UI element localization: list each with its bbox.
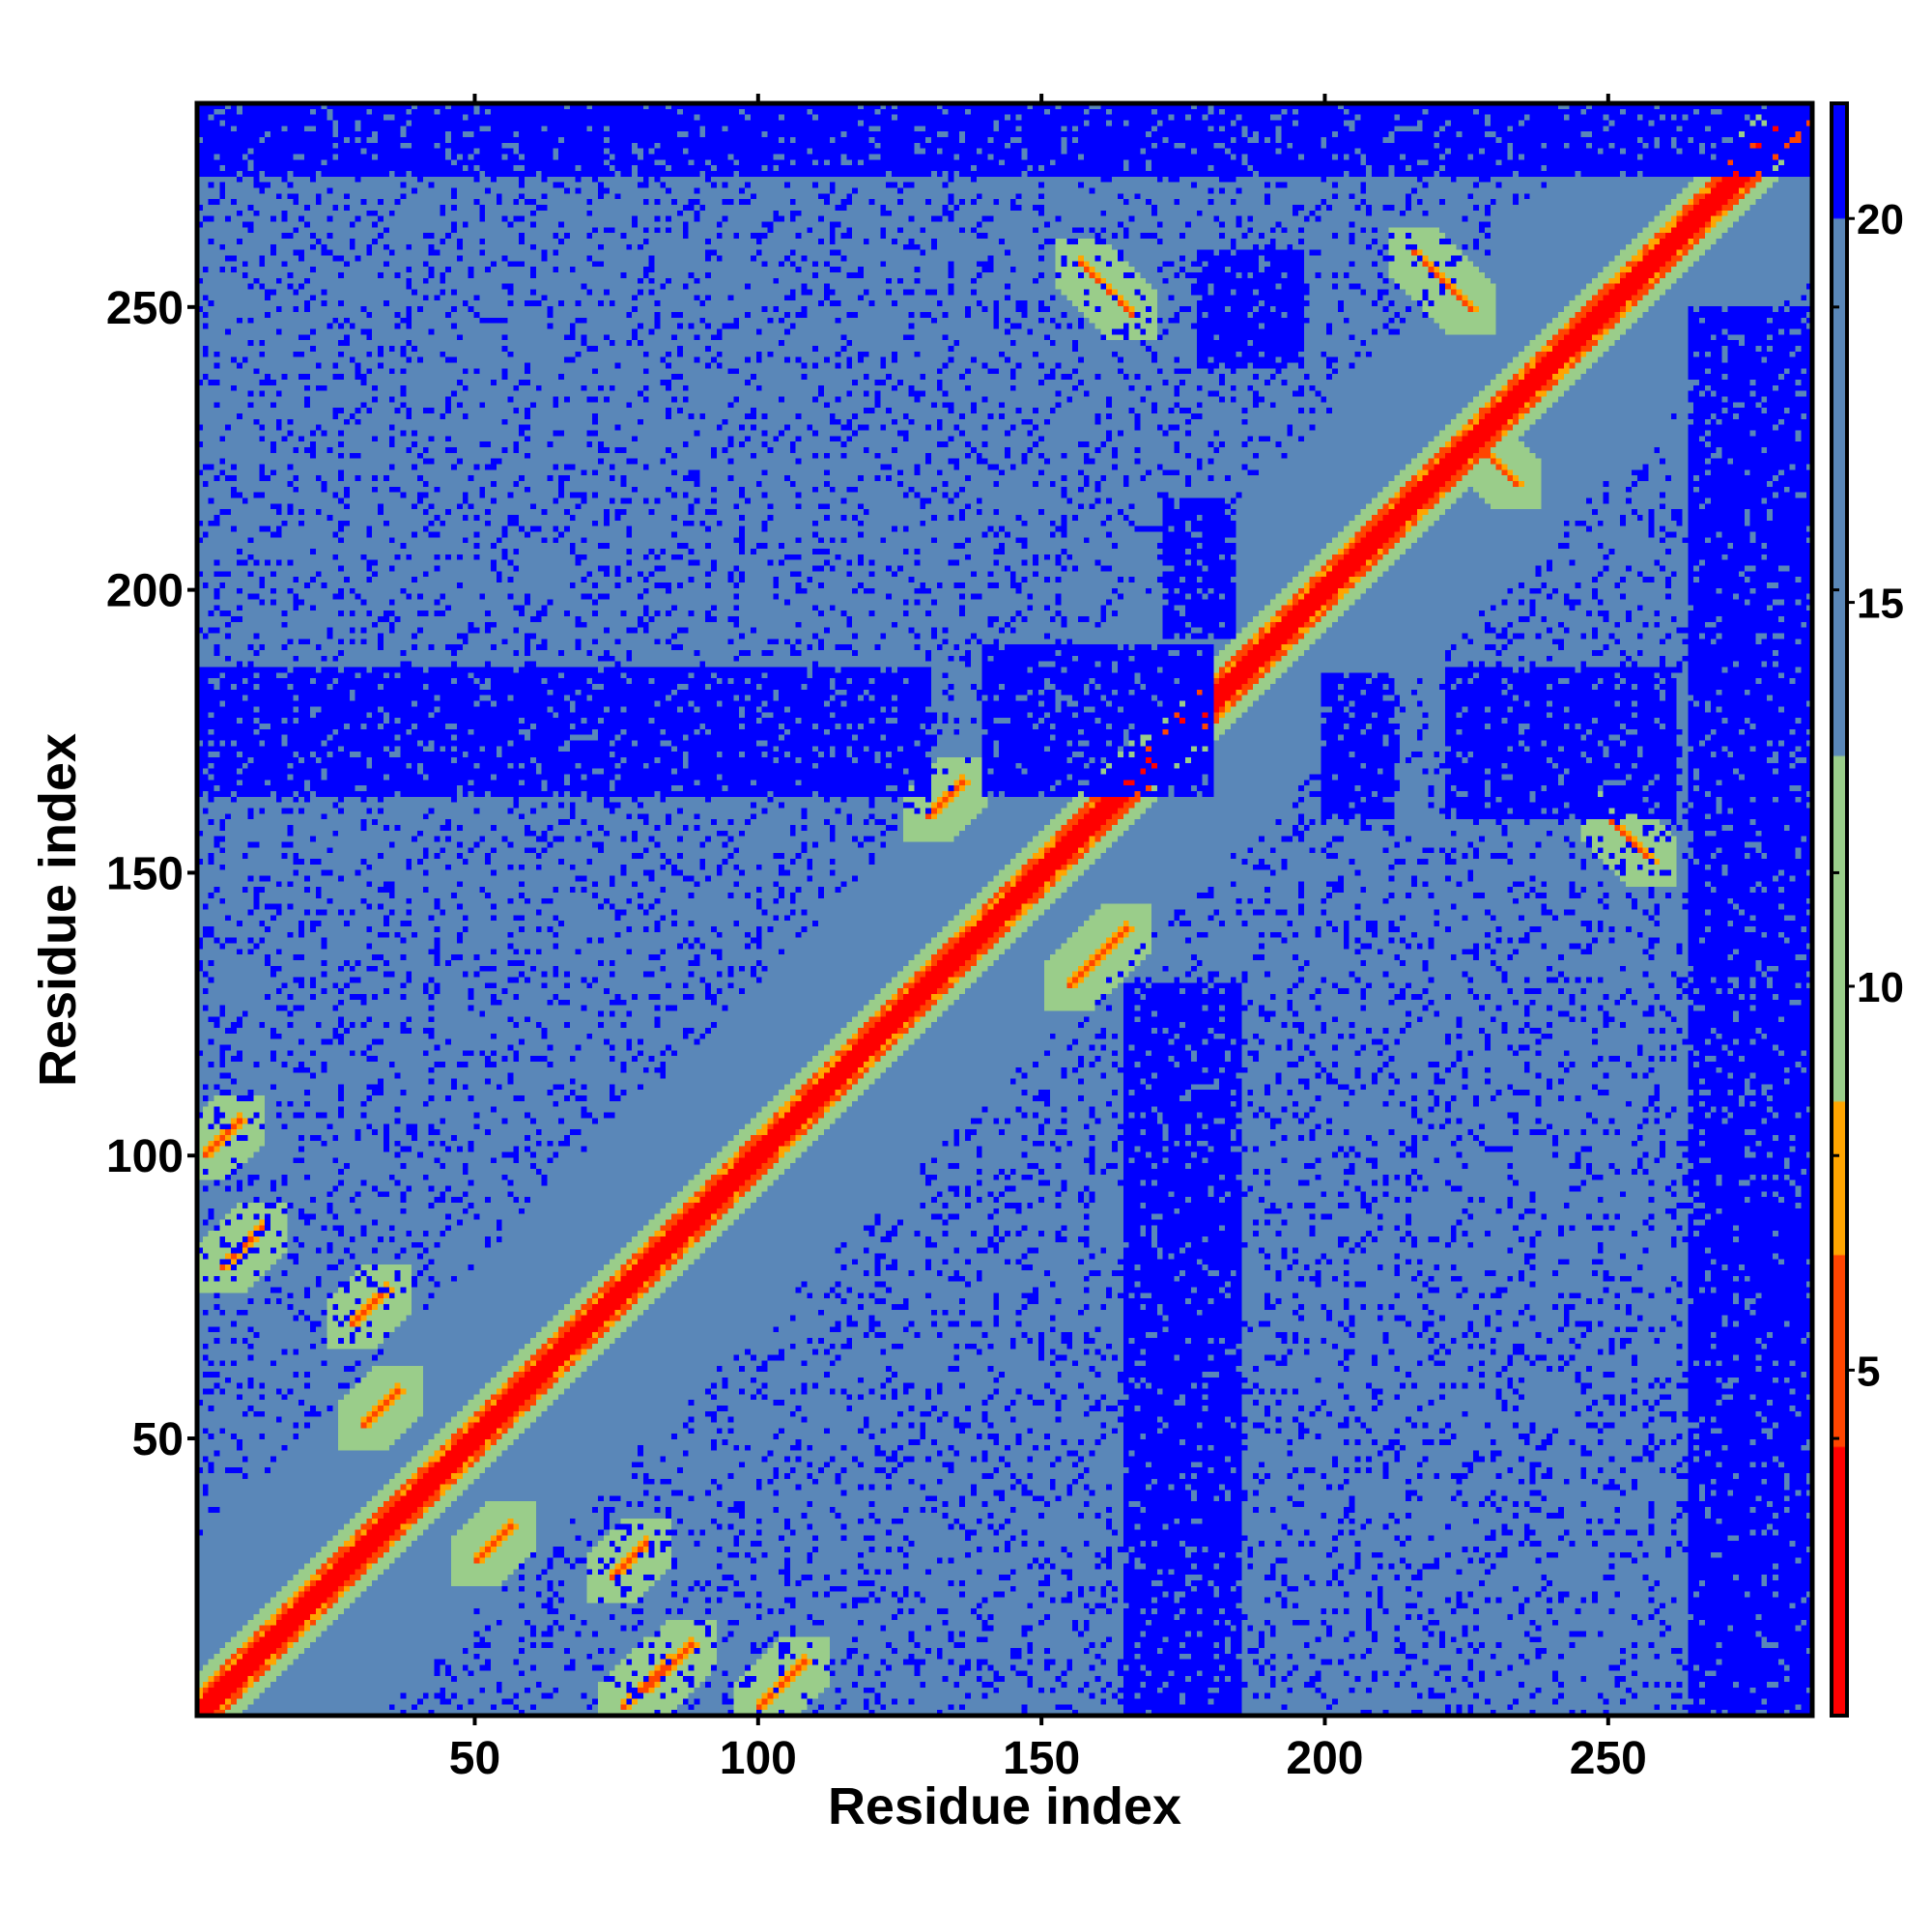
y-tick-label: 250 (106, 283, 184, 334)
x-axis-ticks: 50 100 150 200 250 (449, 94, 1647, 1784)
y-axis-ticks: 50 100 150 200 250 (106, 283, 197, 1465)
x-axis-label: Residue index (828, 1777, 1181, 1835)
plot-frame (194, 100, 1815, 1719)
x-tick-label: 50 (449, 1733, 500, 1784)
y-tick-label: 150 (106, 848, 184, 899)
x-tick-label: 250 (1570, 1733, 1647, 1784)
colorbar-tick-label: 15 (1857, 581, 1904, 628)
y-axis-label: Residue index (29, 733, 87, 1087)
x-tick-label: 200 (1286, 1733, 1363, 1784)
y-tick-label: 200 (106, 566, 184, 617)
colorbar (1832, 103, 1847, 1716)
colorbar-frame (1830, 101, 1849, 1718)
distance-heatmap (197, 103, 1812, 1716)
colorbar-tick-label: 10 (1857, 964, 1904, 1011)
x-tick-label: 100 (720, 1733, 797, 1784)
colorbar-ticks: 5 10 15 20 (1832, 196, 1904, 1440)
colorbar-tick-label: 20 (1857, 196, 1904, 243)
colorbar-tick-label: 5 (1857, 1348, 1880, 1395)
y-tick-label: 50 (132, 1414, 184, 1465)
y-tick-label: 100 (106, 1131, 184, 1182)
x-tick-label: 150 (1003, 1733, 1080, 1784)
